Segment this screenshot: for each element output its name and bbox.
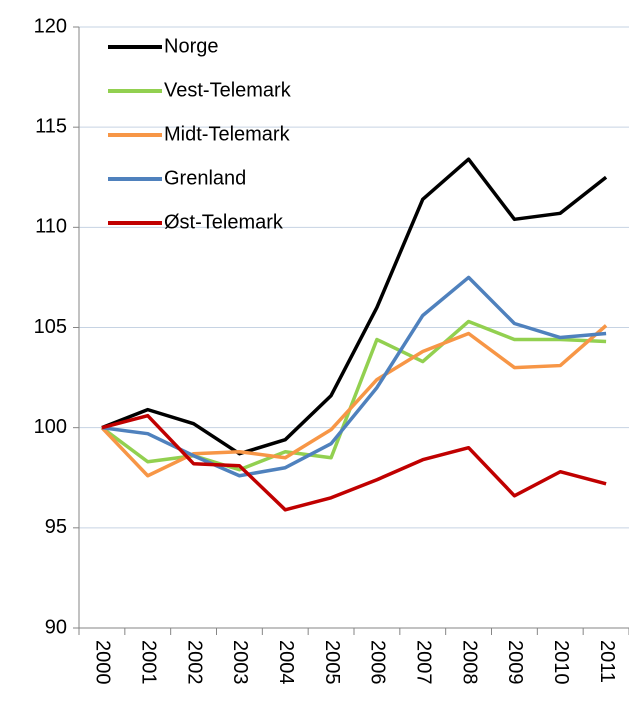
x-tick-label: 2010 (550, 640, 572, 685)
legend-label: Øst-Telemark (164, 211, 284, 233)
x-tick-label: 2000 (92, 640, 114, 685)
legend-label: Grenland (164, 167, 246, 189)
y-tick-label: 115 (35, 115, 67, 137)
x-tick-label: 2002 (183, 640, 205, 685)
y-tick-label: 90 (45, 616, 67, 638)
x-tick-label: 2008 (458, 640, 480, 685)
x-tick-label: 2011 (596, 640, 618, 683)
legend-label: Norge (164, 35, 218, 57)
x-tick-label: 2006 (367, 640, 389, 685)
y-tick-label: 95 (45, 516, 67, 538)
x-tick-label: 2004 (275, 640, 297, 685)
y-tick-label: 110 (35, 216, 67, 238)
legend-label: Vest-Telemark (164, 79, 292, 101)
x-tick-label: 2001 (137, 640, 159, 685)
x-tick-label: 2003 (229, 640, 251, 685)
legend-label: Midt-Telemark (164, 123, 291, 145)
series-line (101, 413, 607, 512)
y-tick-label: 100 (34, 416, 67, 438)
series-line (101, 157, 608, 456)
x-tick-label: 2005 (321, 640, 343, 685)
x-tick-label: 2009 (504, 640, 526, 685)
x-tick-label: 2007 (412, 640, 434, 685)
y-tick-label: 105 (34, 316, 67, 338)
series-line (101, 275, 607, 478)
y-tick-label: 120 (34, 15, 67, 37)
